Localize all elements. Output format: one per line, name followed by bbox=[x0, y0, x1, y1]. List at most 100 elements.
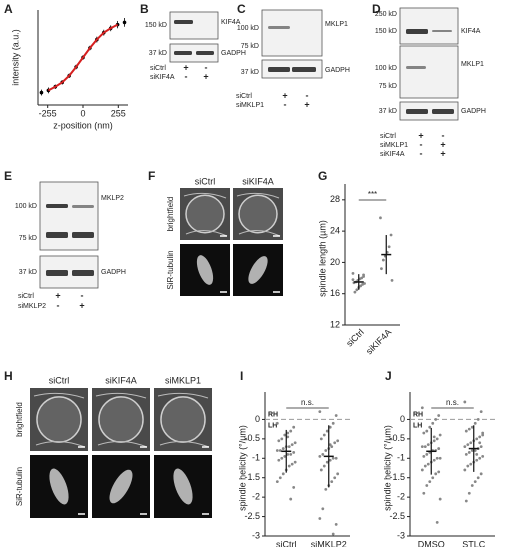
cell-texture bbox=[95, 392, 148, 448]
condition-label: siCtrl bbox=[236, 93, 252, 100]
condition-sign: - bbox=[81, 290, 84, 300]
data-point bbox=[438, 456, 442, 460]
data-point bbox=[479, 472, 483, 476]
data-point bbox=[334, 414, 338, 417]
data-point bbox=[334, 522, 338, 526]
significance-label: n.s. bbox=[301, 398, 314, 407]
blot-band bbox=[406, 66, 426, 69]
data-point bbox=[287, 445, 291, 449]
data-point bbox=[336, 472, 340, 476]
data-point bbox=[470, 449, 474, 452]
panel-letter: D bbox=[372, 2, 381, 16]
y-tick-label: -1.5 bbox=[389, 472, 405, 482]
data-point bbox=[420, 468, 424, 472]
data-point bbox=[283, 433, 287, 437]
data-point bbox=[463, 400, 467, 404]
data-point bbox=[475, 453, 479, 456]
y-tick-label: 0 bbox=[255, 414, 260, 424]
data-point bbox=[351, 278, 355, 282]
data-point bbox=[333, 441, 337, 445]
data-point bbox=[277, 439, 281, 443]
condition-sign: + bbox=[304, 99, 309, 109]
protein-label: KIF4A bbox=[221, 19, 241, 26]
panel-letter: J bbox=[385, 369, 392, 383]
data-point bbox=[325, 460, 329, 464]
data-point bbox=[318, 410, 322, 414]
y-axis-label: spindle helicity (°/µm) bbox=[237, 425, 247, 511]
protein-label: MKLP2 bbox=[101, 195, 124, 202]
data-point bbox=[333, 476, 337, 480]
condition-sign: + bbox=[282, 90, 287, 100]
data-point bbox=[466, 464, 470, 468]
data-point bbox=[420, 445, 424, 449]
data-point bbox=[470, 484, 474, 487]
cell-texture bbox=[236, 192, 281, 237]
spindle bbox=[49, 468, 69, 505]
blot-band bbox=[196, 51, 214, 55]
data-point bbox=[289, 497, 293, 501]
data-point bbox=[466, 443, 470, 447]
blot-band bbox=[174, 20, 193, 24]
data-point bbox=[425, 484, 429, 487]
protein-label: GADPH bbox=[461, 108, 486, 115]
x-tick-label: siCtrl bbox=[276, 539, 297, 547]
x-tick-label: STLC bbox=[462, 539, 486, 547]
data-point bbox=[473, 480, 477, 483]
cell-outline bbox=[238, 194, 278, 234]
x-tick-label: siCtrl bbox=[344, 327, 366, 349]
spindle bbox=[109, 469, 133, 504]
marker-label: 250 kD bbox=[375, 11, 397, 18]
x-tick-label: -255 bbox=[39, 108, 57, 118]
data-point bbox=[432, 458, 436, 462]
y-tick-label: -0.5 bbox=[389, 433, 405, 443]
protein-label: KIF4A bbox=[461, 28, 481, 35]
condition-sign: + bbox=[203, 71, 208, 81]
row-label: SiR-tubulin bbox=[166, 250, 175, 289]
data-point bbox=[39, 90, 44, 95]
data-point bbox=[379, 216, 382, 220]
condition-sign: + bbox=[79, 300, 84, 310]
data-point bbox=[321, 507, 325, 511]
y-axis-label: intensity (a.u.) bbox=[10, 29, 20, 86]
panel-letter: I bbox=[240, 369, 243, 383]
data-point bbox=[287, 464, 291, 468]
data-point bbox=[422, 454, 426, 458]
cell-outline bbox=[98, 396, 144, 443]
data-point bbox=[292, 486, 296, 489]
protein-label: GADPH bbox=[221, 50, 246, 57]
row-label: SiR-tubulin bbox=[15, 467, 24, 506]
data-point bbox=[381, 258, 385, 262]
column-label: siCtrl bbox=[195, 176, 216, 186]
blot-band bbox=[268, 26, 290, 29]
data-point bbox=[283, 454, 287, 458]
data-point bbox=[286, 435, 290, 439]
condition-sign: - bbox=[420, 148, 423, 158]
marker-label: 100 kD bbox=[375, 65, 397, 72]
x-tick-label: siKIF4A bbox=[364, 327, 393, 356]
condition-sign: + bbox=[55, 290, 60, 300]
condition-label: siKIF4A bbox=[380, 151, 405, 158]
panel-letter: C bbox=[237, 2, 246, 16]
data-point bbox=[469, 441, 473, 445]
panel-letter: H bbox=[4, 369, 13, 383]
data-point bbox=[278, 449, 282, 452]
blot-pane bbox=[169, 43, 219, 63]
x-tick-label: DMSO bbox=[418, 539, 445, 547]
data-point bbox=[467, 491, 471, 495]
y-tick-label: -3 bbox=[397, 530, 405, 540]
data-point bbox=[362, 273, 365, 277]
blot-pane bbox=[261, 9, 323, 57]
data-point bbox=[353, 290, 357, 294]
data-point bbox=[330, 480, 334, 483]
data-point bbox=[331, 421, 335, 425]
x-tick-label: 0 bbox=[80, 108, 85, 118]
condition-label: siMKLP1 bbox=[236, 102, 264, 109]
blot-pane bbox=[39, 181, 99, 251]
y-tick-label: 24 bbox=[330, 225, 340, 235]
blot-pane bbox=[169, 11, 219, 40]
data-point bbox=[431, 421, 435, 425]
data-point bbox=[420, 406, 424, 410]
data-point bbox=[289, 453, 293, 456]
data-point bbox=[481, 431, 485, 435]
data-point bbox=[475, 458, 479, 462]
